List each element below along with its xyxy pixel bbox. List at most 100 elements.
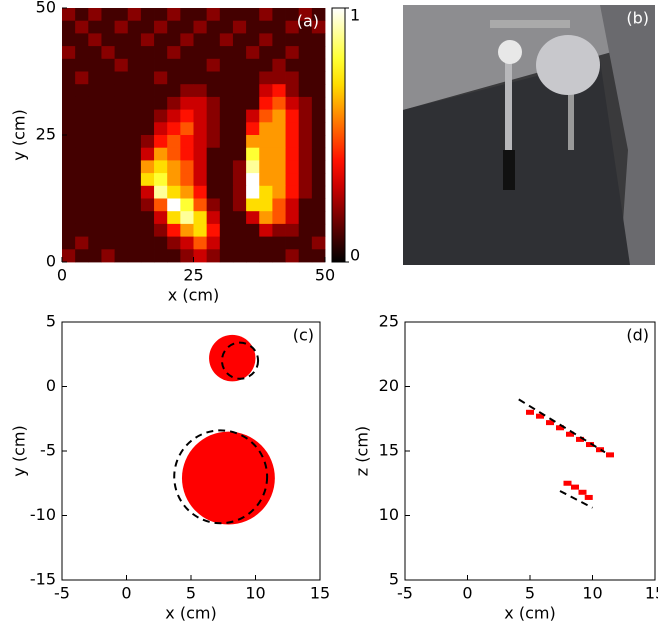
heat-cell [232, 109, 247, 123]
y-tick-label: 25 [36, 125, 56, 144]
y-tick-label: 15 [379, 441, 399, 460]
heat-cell [193, 84, 208, 98]
heat-cell [298, 96, 313, 110]
heat-cell [62, 160, 76, 174]
colorbar-tick-label: 0 [350, 246, 360, 265]
heat-cell [206, 109, 221, 123]
heat-cell [219, 223, 234, 237]
heat-cell [167, 173, 181, 187]
heat-cell [62, 198, 76, 212]
heat-cell [246, 46, 260, 60]
heat-cell [259, 71, 273, 85]
heat-cell [311, 46, 326, 60]
y-axis-label: y (cm) [10, 109, 29, 160]
heat-cell [272, 20, 286, 34]
heat-cell [154, 109, 168, 123]
heat-cell [114, 96, 129, 110]
heat-cell [101, 8, 115, 22]
heat-cell [88, 160, 102, 174]
heat-cell [101, 84, 115, 98]
heat-cell [114, 135, 129, 149]
heat-cell [298, 147, 313, 161]
heat-cell [140, 135, 155, 149]
heat-cell [75, 33, 89, 47]
heat-cell [272, 71, 286, 85]
cluster [181, 431, 275, 525]
heat-cell [285, 147, 300, 161]
cluster [209, 334, 256, 382]
heat-cell [62, 71, 76, 85]
x-axis-label: x (cm) [504, 604, 555, 623]
heat-cell [311, 58, 326, 72]
heat-cell [232, 135, 247, 149]
heat-cell [127, 58, 142, 72]
heat-cell [75, 223, 89, 237]
colorbar [331, 7, 346, 263]
colorbar-tick-label: 1 [350, 6, 360, 25]
heat-cell [193, 198, 208, 212]
heat-cell [272, 223, 286, 237]
heat-cell [246, 33, 260, 47]
heat-cell [259, 147, 273, 161]
point [584, 494, 593, 500]
heat-cell [219, 33, 234, 47]
heat-cell [193, 33, 208, 47]
heat-cell [167, 20, 181, 34]
heat-cell [246, 122, 260, 136]
heat-cell [285, 198, 300, 212]
heat-cell [154, 122, 168, 136]
heat-cell [88, 122, 102, 136]
heat-cell [219, 198, 234, 212]
heat-cell [246, 84, 260, 98]
heat-cell [114, 249, 129, 263]
heat-cell [206, 198, 221, 212]
heat-cell [140, 84, 155, 98]
heat-cell [167, 46, 181, 60]
heat-cell [232, 249, 247, 263]
heat-cell [272, 135, 286, 149]
y-tick-label: 20 [379, 376, 399, 395]
heat-cell [272, 96, 286, 110]
heat-cell [88, 147, 102, 161]
heat-cell [62, 236, 76, 250]
heat-cell [114, 160, 129, 174]
heat-cell [298, 122, 313, 136]
heat-cell [62, 211, 76, 225]
heat-cell [62, 109, 76, 123]
heat-cell [246, 20, 260, 34]
point [606, 452, 614, 458]
heat-cell [62, 122, 76, 136]
heat-cell [75, 173, 89, 187]
heat-cell [75, 8, 89, 22]
heat-cell [298, 160, 313, 174]
heat-cell [298, 198, 313, 212]
point [571, 484, 579, 490]
heat-cell [298, 211, 313, 225]
heat-cell [154, 211, 168, 225]
heat-cell [206, 20, 221, 34]
heat-cell [75, 20, 89, 34]
heat-cell [206, 96, 221, 110]
heat-cell [193, 160, 208, 174]
heat-cell [219, 20, 234, 34]
heat-cell [114, 71, 129, 85]
heat-cell [311, 71, 326, 85]
heat-cell [311, 33, 326, 47]
heat-cell [180, 8, 194, 22]
heat-cell [232, 33, 247, 47]
heat-cell [154, 135, 168, 149]
heat-cell [246, 71, 260, 85]
panel-label: (b) [626, 9, 649, 28]
x-tick-label: 0 [121, 584, 131, 603]
heat-cell [193, 122, 208, 136]
heat-cell [140, 147, 155, 161]
heat-cell [167, 122, 181, 136]
x-tick-label: 50 [315, 266, 335, 285]
heat-cell [101, 198, 115, 212]
heat-cell [101, 236, 115, 250]
heat-cell [193, 173, 208, 187]
heat-cell [127, 122, 142, 136]
heat-cell [88, 211, 102, 225]
x-tick-label: 5 [525, 584, 535, 603]
point [586, 442, 594, 448]
